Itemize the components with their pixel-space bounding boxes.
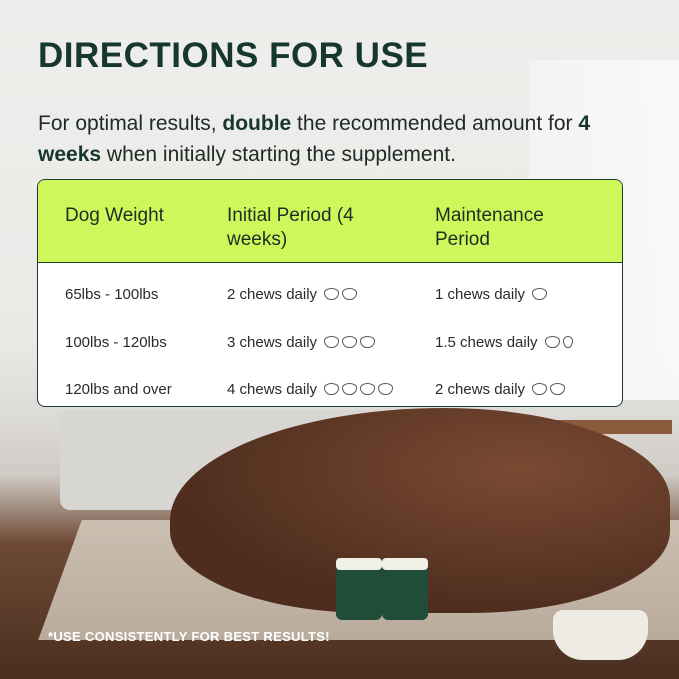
- product-jar: [382, 558, 428, 620]
- initial-text: 3 chews daily: [227, 333, 318, 351]
- maintenance-text: 2 chews daily: [435, 381, 526, 399]
- dosage-table: Dog Weight Initial Period (4 weeks) Main…: [37, 179, 623, 407]
- cell-weight: 120lbs and over: [38, 381, 227, 398]
- table-row: 120lbs and over 4 chews daily 2 chews da…: [38, 366, 622, 406]
- cell-initial: 3 chews daily: [227, 334, 435, 351]
- chew-icon: [360, 383, 376, 396]
- chew-icon: [544, 335, 560, 348]
- maintenance-text: 1.5 chews daily: [435, 333, 538, 351]
- cell-maintenance: 1.5 chews daily: [435, 334, 622, 351]
- chew-icon: [550, 383, 566, 396]
- initial-text: 2 chews daily: [227, 286, 318, 304]
- weight-text: 120lbs and over: [65, 381, 172, 399]
- chew-icon: [342, 288, 358, 301]
- header-dog-weight: Dog Weight: [65, 205, 164, 226]
- product-jar: [336, 558, 382, 620]
- initial-text: 4 chews daily: [227, 381, 318, 399]
- cell-weight: 65lbs - 100lbs: [38, 286, 227, 303]
- chew-icon: [532, 383, 548, 396]
- cell-weight: 100lbs - 120lbs: [38, 334, 227, 351]
- chew-icon: [324, 335, 340, 348]
- footer-note: *USE CONSISTENTLY FOR BEST RESULTS!: [48, 629, 330, 644]
- header-maintenance-period: Maintenance Period: [435, 205, 544, 250]
- maintenance-text: 1 chews daily: [435, 286, 526, 304]
- table-row: 100lbs - 120lbs 3 chews daily 1.5 chews …: [38, 319, 622, 367]
- weight-text: 65lbs - 100lbs: [65, 286, 159, 304]
- half-chew-icon: [562, 335, 573, 348]
- cell-maintenance: 2 chews daily: [435, 381, 622, 398]
- cell-maintenance: 1 chews daily: [435, 286, 622, 303]
- intro-pre: For optimal results,: [38, 112, 223, 135]
- intro-mid: the recommended amount for: [291, 112, 579, 135]
- intro-text: For optimal results, double the recommen…: [38, 108, 638, 170]
- chew-icon: [378, 383, 394, 396]
- intro-bold-double: double: [222, 112, 292, 135]
- chew-icon: [324, 288, 340, 301]
- page-title: DIRECTIONS FOR USE: [38, 36, 429, 75]
- chew-icon: [532, 288, 548, 301]
- intro-post: when initially starting the supplement.: [101, 143, 456, 166]
- cell-initial: 2 chews daily: [227, 286, 435, 303]
- table-row: 65lbs - 100lbs 2 chews daily 1 chews dai…: [38, 271, 622, 319]
- header-initial-period: Initial Period (4 weeks): [227, 205, 354, 250]
- intro-bold-weeks: 4 weeks: [38, 112, 591, 166]
- chew-icon: [324, 383, 340, 396]
- chew-icon: [342, 335, 358, 348]
- dog-bowl: [553, 610, 648, 660]
- weight-text: 100lbs - 120lbs: [65, 333, 167, 351]
- chew-icon: [360, 335, 376, 348]
- cell-initial: 4 chews daily: [227, 381, 435, 398]
- table-header: Dog Weight Initial Period (4 weeks) Main…: [38, 180, 622, 263]
- chew-icon: [342, 383, 358, 396]
